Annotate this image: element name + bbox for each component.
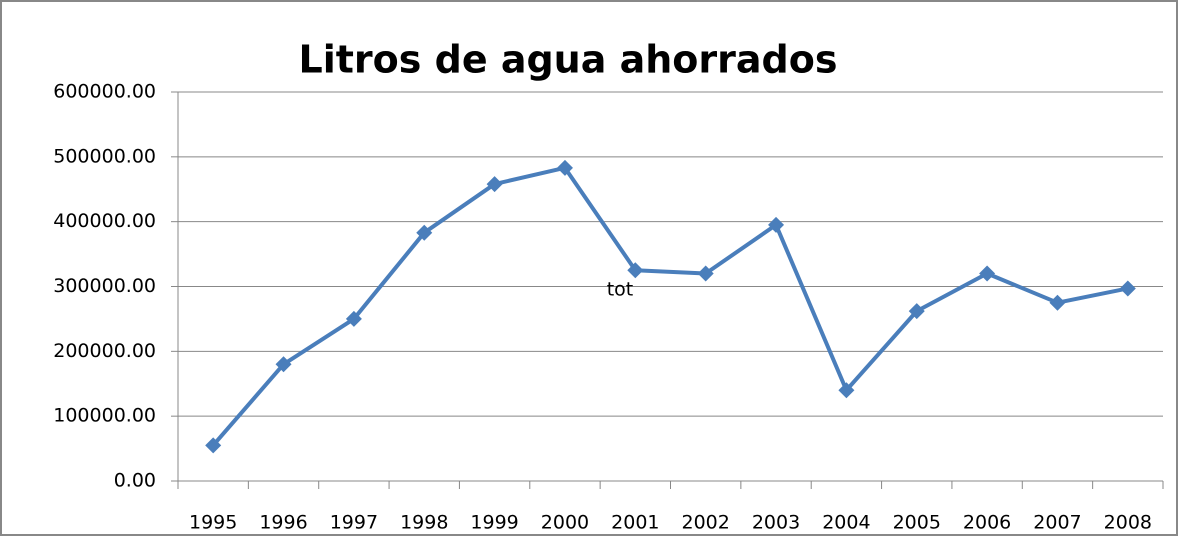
data-line bbox=[211, 165, 1129, 447]
data-marker bbox=[416, 224, 433, 241]
x-tick-label: 2004 bbox=[822, 512, 870, 534]
x-tick-label: 2008 bbox=[1104, 512, 1152, 534]
y-tick-label: 400000.00 bbox=[53, 210, 156, 232]
x-tick-label: 1995 bbox=[189, 512, 237, 534]
x-tick-label: 2005 bbox=[893, 512, 941, 534]
y-tick-label: 500000.00 bbox=[53, 145, 156, 167]
x-tick-label: 2006 bbox=[963, 512, 1011, 534]
x-tick-label: 1997 bbox=[330, 512, 378, 534]
x-tick-label: 2001 bbox=[611, 512, 659, 534]
x-tick-label: 1998 bbox=[400, 512, 448, 534]
data-marker bbox=[979, 265, 996, 282]
data-marker bbox=[345, 310, 362, 327]
x-tick-label: 2007 bbox=[1033, 512, 1081, 534]
data-marker bbox=[838, 382, 855, 399]
y-tick-label: 0.00 bbox=[114, 470, 156, 492]
x-tick-label: 1999 bbox=[470, 512, 518, 534]
x-tick-label: 2000 bbox=[541, 512, 589, 534]
data-marker bbox=[205, 437, 222, 454]
y-tick-label: 600000.00 bbox=[53, 81, 156, 103]
data-marker bbox=[627, 262, 644, 279]
x-tick-label: 2003 bbox=[752, 512, 800, 534]
y-tick-label: 100000.00 bbox=[53, 405, 156, 427]
data-marker bbox=[275, 356, 292, 373]
data-marker bbox=[556, 159, 573, 176]
data-marker bbox=[486, 176, 503, 193]
y-tick-label: 200000.00 bbox=[53, 340, 156, 362]
x-tick-label: 2002 bbox=[681, 512, 729, 534]
x-tick-label: 1996 bbox=[259, 512, 307, 534]
chart-title: Litros de agua ahorrados bbox=[299, 38, 838, 82]
annotation: tot bbox=[607, 279, 634, 301]
data-marker bbox=[908, 303, 925, 320]
data-marker bbox=[697, 265, 714, 282]
y-tick-label: 300000.00 bbox=[53, 275, 156, 297]
data-marker bbox=[768, 216, 785, 233]
data-marker bbox=[1049, 294, 1066, 311]
data-marker bbox=[1119, 280, 1136, 297]
